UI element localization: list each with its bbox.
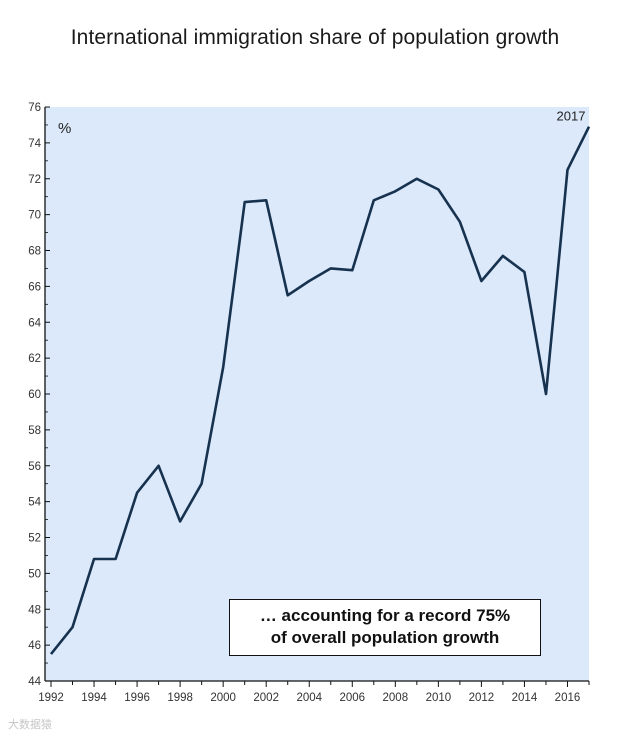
y-tick-label: 60 [28, 389, 41, 401]
y-tick-label: 64 [28, 317, 41, 329]
x-tick-label: 2016 [555, 692, 581, 704]
annotation-line-1: … accounting for a record 75% [259, 606, 511, 625]
series-line [49, 126, 591, 655]
plot-area [45, 107, 589, 681]
y-tick-label: 50 [28, 568, 41, 580]
x-tick-label: 2000 [210, 692, 236, 704]
y-tick-label: 52 [28, 533, 41, 545]
y-tick-label: 58 [28, 425, 41, 437]
x-tick-label: 2008 [383, 692, 409, 704]
y-tick-label: 46 [28, 640, 41, 652]
chart-title: International immigration share of popul… [70, 26, 560, 49]
x-axis-ticks: 1992 1994 1996 1998 2000 2002 2004 2006 2008 2010… [38, 681, 590, 704]
watermark: 大数据猿 [8, 719, 52, 731]
end-year-label: 2017 [557, 109, 586, 124]
y-unit-label: % [58, 120, 71, 137]
y-tick-label: 48 [28, 604, 41, 616]
x-tick-label: 2004 [296, 692, 322, 704]
y-tick-label: 72 [28, 174, 41, 186]
y-axis-ticks: 44 46 48 50 52 54 56 58 60 62 64 66 68 70 72 74 76 [28, 102, 50, 688]
y-tick-label: 62 [28, 353, 41, 365]
x-tick-label: 2006 [339, 692, 365, 704]
y-tick-label: 74 [28, 138, 41, 150]
y-tick-label: 56 [28, 461, 41, 473]
x-tick-label: 2014 [512, 692, 538, 704]
x-tick-label: 1992 [38, 692, 64, 704]
x-tick-label: 1994 [81, 692, 107, 704]
x-tick-label: 2012 [469, 692, 495, 704]
y-tick-label: 70 [28, 210, 41, 222]
y-tick-label: 44 [28, 676, 41, 688]
y-tick-label: 76 [28, 102, 41, 114]
y-tick-label: 54 [28, 497, 41, 509]
x-tick-label: 2010 [426, 692, 452, 704]
annotation-line-2: of overall population growth [270, 628, 500, 647]
y-tick-label: 68 [28, 246, 41, 258]
x-tick-label: 1998 [167, 692, 193, 704]
x-tick-label: 2002 [253, 692, 279, 704]
x-tick-label: 1996 [124, 692, 150, 704]
annotation-box: … accounting for a record 75% of overall… [229, 599, 541, 656]
y-tick-label: 66 [28, 281, 41, 293]
